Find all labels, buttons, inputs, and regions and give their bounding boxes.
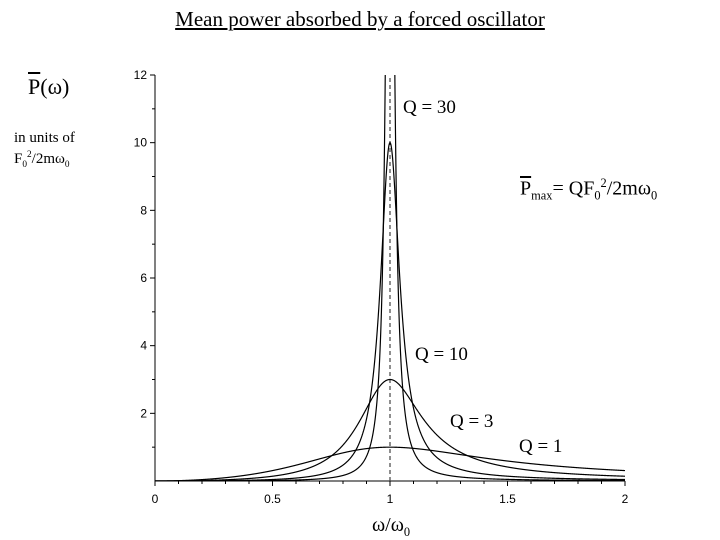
x-axis-sub0: 0 (403, 525, 411, 539)
formula-p: P (520, 177, 532, 200)
y-tick-label: 10 (134, 136, 148, 150)
formula-rest: /2mω (606, 177, 652, 200)
formula-sub0: 0 (594, 188, 601, 203)
y-axis-label: P(ω) (28, 74, 69, 100)
series-label-q30: Q = 30 (403, 97, 456, 118)
units-note-line2: F02/2mω0 (14, 150, 70, 170)
x-tick-label: 0.5 (264, 492, 281, 506)
pmax-formula: Pmax= QF02/2mω0 (520, 176, 657, 204)
x-tick-label: 1.5 (499, 492, 516, 506)
formula-eq: = QF (552, 177, 595, 200)
series-label-q1: Q = 1 (519, 436, 562, 457)
units-note-line1: in units of (14, 130, 75, 146)
series-label-q3: Q = 3 (450, 411, 493, 432)
formula-sup2: 2 (600, 176, 607, 190)
units-sub0b: 0 (64, 160, 70, 170)
x-tick-label: 0 (152, 492, 159, 506)
x-tick-label: 2 (622, 492, 629, 506)
y-tick-label: 2 (140, 406, 147, 420)
series-line-q1 (155, 446, 625, 481)
units-rest: /2mω (31, 151, 65, 167)
y-tick-label: 6 (140, 271, 147, 285)
y-tick-label: 12 (134, 68, 148, 82)
x-tick-label: 1 (387, 492, 394, 506)
units-sup2: 2 (27, 150, 32, 160)
x-axis-omega: ω/ω (372, 514, 404, 536)
units-sub0: 0 (22, 160, 27, 170)
chart-title: Mean power absorbed by a forced oscillat… (175, 7, 545, 31)
y-axis-arg: (ω) (40, 74, 70, 99)
x-axis-label: ω/ω0 (372, 514, 410, 540)
y-tick-label: 8 (140, 203, 147, 217)
formula-sub0b: 0 (651, 188, 658, 203)
series-line-q10 (155, 142, 625, 481)
units-f: F (14, 151, 23, 167)
series-label-q10: Q = 10 (415, 344, 468, 365)
formula-sub-max: max (531, 188, 553, 203)
y-axis-symbol: P (28, 74, 41, 99)
series-line-q3 (155, 378, 625, 481)
y-tick-label: 4 (140, 339, 147, 353)
